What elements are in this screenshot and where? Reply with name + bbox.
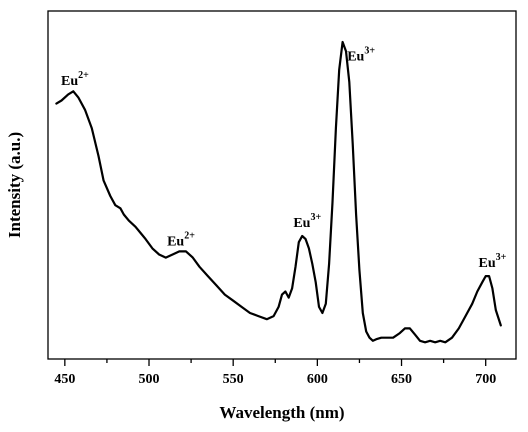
x-axis-ticks: 450 500 550 600 650 700 [54,359,496,387]
x-tick-label: 450 [54,372,75,387]
annotation-ion: Eu [479,256,496,271]
annotation-charge: 3+ [496,252,507,263]
x-tick-label: 700 [475,372,496,387]
annotation-ion: Eu [167,234,184,249]
intensity-curve [56,42,500,342]
peak-annotation: Eu3+ [347,45,375,64]
annotation-charge: 3+ [310,212,321,223]
annotation-ion: Eu [293,216,310,231]
peak-annotation: Eu2+ [167,230,195,249]
y-axis-title: Intensity (a.u.) [5,132,24,238]
x-tick-label: 600 [307,372,328,387]
x-tick-label: 500 [139,372,160,387]
x-tick-label: 550 [223,372,244,387]
plot-frame [48,11,516,359]
annotation-charge: 2+ [184,230,195,241]
x-axis-title: Wavelength (nm) [219,403,344,422]
x-tick-label: 650 [391,372,412,387]
annotation-ion: Eu [61,74,78,89]
annotation-charge: 3+ [364,45,375,56]
annotation-charge: 2+ [78,70,89,81]
peak-annotations: Eu2+Eu2+Eu3+Eu3+Eu3+ [61,45,507,270]
annotation-ion: Eu [347,49,364,64]
peak-annotation: Eu3+ [479,252,507,271]
peak-annotation: Eu2+ [61,70,89,89]
peak-annotation: Eu3+ [293,212,321,231]
